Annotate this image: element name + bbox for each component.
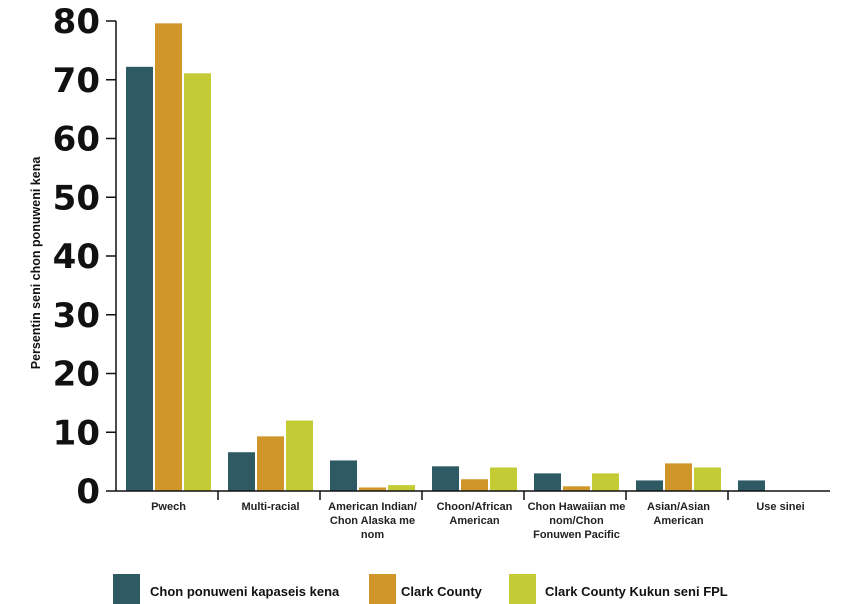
x-tick-label: American Indian/Chon Alaska me nom: [328, 501, 417, 541]
bar: [432, 466, 459, 491]
bar: [257, 436, 284, 491]
bars: [126, 23, 765, 491]
bar: [461, 479, 488, 491]
bar: [330, 460, 357, 491]
bar: [636, 480, 663, 491]
y-tick-label: 60: [53, 120, 100, 160]
x-tick-label: Multi-racial: [241, 501, 299, 513]
bar: [563, 486, 590, 491]
x-tick-label: Asian/Asian American: [647, 501, 710, 527]
bar: [155, 23, 182, 491]
bar: [184, 73, 211, 491]
y-tick-label: 30: [53, 296, 100, 336]
legend-label: Clark County: [401, 584, 483, 599]
bar: [694, 467, 721, 491]
y-tick-label: 0: [76, 472, 100, 512]
y-tick-label: 80: [53, 2, 100, 42]
x-tick-label: Use sinei: [756, 501, 804, 513]
bar: [126, 66, 153, 491]
y-axis-label: Persentin seni chon ponuweni kena: [29, 156, 43, 370]
axes: [106, 20, 830, 500]
legend-item: Clark County Kukun seni FPL: [509, 574, 728, 604]
legend-swatch: [509, 574, 536, 604]
legend: Chon ponuweni kapaseis kena Clark County C…: [113, 574, 728, 604]
x-tick-label: Choon/African American: [437, 501, 513, 527]
bar: [286, 420, 313, 491]
bar: [665, 463, 692, 491]
y-tick-label: 50: [53, 178, 100, 218]
bar: [490, 467, 517, 491]
legend-item: Clark County: [369, 574, 483, 604]
bar: [534, 473, 561, 491]
y-tick-label: 10: [53, 413, 100, 453]
legend-item: Chon ponuweni kapaseis kena: [113, 574, 340, 604]
bar: [228, 452, 255, 491]
y-tick-label: 40: [53, 237, 100, 277]
legend-label: Clark County Kukun seni FPL: [545, 584, 728, 599]
bar: [388, 485, 415, 491]
bar: [738, 480, 765, 491]
bar: [592, 473, 619, 491]
legend-swatch: [369, 574, 396, 604]
legend-label: Chon ponuweni kapaseis kena: [150, 584, 340, 599]
y-tick-label: 70: [53, 61, 100, 101]
x-tick-label: Chon Hawaiian me nom/Chon Fonuwen Pacific: [528, 501, 626, 541]
x-axis-ticks: Pwech Multi-racial American Indian/Chon Al…: [151, 501, 805, 541]
legend-swatch: [113, 574, 140, 604]
y-axis-ticks: 0 10 20 30 40 50 60 70 80: [53, 2, 100, 512]
y-tick-label: 20: [53, 355, 100, 395]
bar: [359, 487, 386, 491]
x-tick-label: Pwech: [151, 501, 186, 513]
